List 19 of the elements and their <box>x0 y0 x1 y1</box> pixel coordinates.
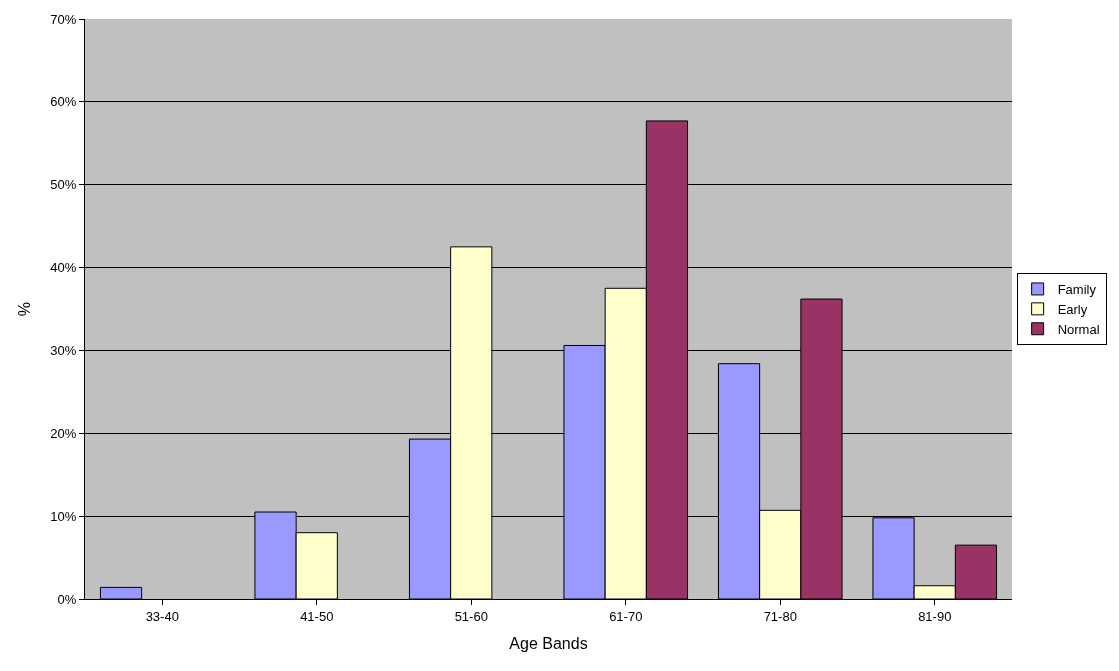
y-tick-label: 10% <box>50 508 77 524</box>
legend-label: Early <box>1057 301 1088 317</box>
y-tick-label: 30% <box>50 342 77 358</box>
x-axis-title: Age Bands <box>509 635 588 653</box>
y-tick-label: 50% <box>50 177 77 193</box>
legend-label: Family <box>1057 282 1097 298</box>
y-tick-label: 40% <box>50 260 77 276</box>
legend-label: Normal <box>1057 321 1100 337</box>
y-tick-label: 60% <box>50 94 77 110</box>
x-tick-label: 71-80 <box>763 608 797 624</box>
y-tick-label: 70% <box>50 11 77 27</box>
x-tick-label: 81-90 <box>918 608 952 624</box>
x-tick-label: 33-40 <box>145 608 179 624</box>
y-axis-title: % <box>16 301 34 317</box>
y-tick-label: 20% <box>50 425 77 441</box>
y-tick-label: 0% <box>57 591 77 607</box>
x-tick-label: 41-50 <box>300 608 334 624</box>
x-tick-label: 61-70 <box>609 608 643 624</box>
x-tick-label: 51-60 <box>454 608 488 624</box>
